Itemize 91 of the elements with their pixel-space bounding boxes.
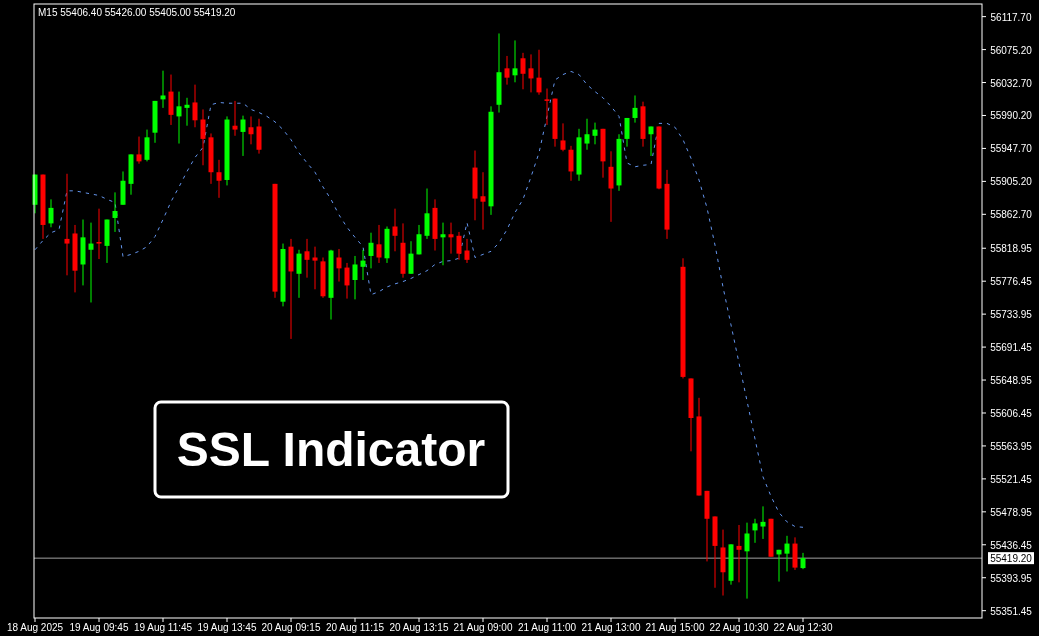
candlestick — [368, 232, 374, 269]
candlestick — [456, 231, 462, 261]
ref-line-label: 55419.20 — [990, 553, 1033, 565]
candlestick — [360, 249, 366, 281]
candlestick — [176, 91, 182, 145]
candlestick — [592, 122, 598, 145]
candlestick — [504, 55, 510, 86]
x-tick-label: 22 Aug 12:30 — [773, 622, 833, 633]
x-tick-label: 20 Aug 13:15 — [389, 622, 449, 633]
candlestick — [448, 222, 454, 255]
candlestick — [136, 136, 142, 165]
candlestick — [248, 115, 254, 145]
candlestick — [232, 100, 238, 137]
x-tick-label: 20 Aug 11:15 — [325, 622, 385, 633]
y-tick-label: 55776.45 — [990, 276, 1033, 288]
candlestick — [544, 88, 550, 126]
candlestick — [632, 94, 638, 124]
candlestick — [744, 522, 750, 600]
candlestick — [560, 122, 566, 152]
candlestick — [112, 191, 118, 233]
x-tick-label: 22 Aug 10:30 — [709, 622, 769, 633]
text: SSL Indicator — [176, 423, 486, 476]
x-tick-label: 18 Aug 2025 — [6, 622, 64, 633]
candlestick — [736, 524, 742, 583]
candlestick — [304, 238, 310, 279]
candlestick — [424, 188, 430, 240]
y-tick-label: 55351.45 — [990, 605, 1033, 617]
y-tick-label: 55393.95 — [990, 572, 1033, 584]
annotation: M15 55406.40 55426.00 55405.00 55419.20 — [38, 7, 236, 18]
y-tick-label: 55733.95 — [990, 309, 1033, 321]
candlestick — [48, 198, 54, 228]
candlestick — [96, 208, 102, 260]
candlestick — [296, 249, 302, 299]
y-tick-label: 55563.95 — [990, 440, 1033, 452]
candlestick — [440, 222, 446, 266]
candlestick — [752, 518, 758, 544]
y-tick-label: 56032.70 — [990, 77, 1033, 89]
candlestick — [536, 49, 542, 96]
x-tick-label: 21 Aug 09:00 — [453, 622, 513, 633]
x-tick-label: 19 Aug 11:45 — [133, 622, 193, 633]
candlestick — [464, 238, 470, 264]
candlestick — [256, 118, 262, 155]
y-tick-label: 55818.95 — [990, 243, 1033, 255]
y-tick-label: 55648.95 — [990, 375, 1033, 387]
y-tick-label: 55521.45 — [990, 473, 1033, 485]
candlestick — [216, 159, 222, 199]
candlestick — [160, 70, 166, 109]
y-tick-label: 56117.70 — [990, 11, 1032, 23]
candlestick — [408, 240, 414, 275]
candlestick — [784, 535, 790, 572]
y-tick-label: 55606.45 — [990, 407, 1033, 419]
candlestick — [336, 248, 342, 283]
y-tick-label: 55691.45 — [990, 342, 1033, 354]
candlestick — [760, 505, 766, 540]
candlestick — [184, 97, 190, 127]
candlestick — [584, 118, 590, 151]
x-tick-label: 21 Aug 15:00 — [645, 622, 705, 633]
y-tick-label: 56075.20 — [990, 44, 1033, 56]
candlestick — [528, 53, 534, 93]
x-tick-label: 21 Aug 13:00 — [581, 622, 641, 633]
candlestick — [352, 255, 358, 300]
x-tick-label: 21 Aug 11:00 — [517, 622, 577, 633]
y-tick-label: 55478.95 — [990, 506, 1033, 518]
candlestick — [88, 222, 94, 303]
y-tick-label: 55862.70 — [990, 209, 1033, 221]
candlestick — [64, 173, 70, 276]
candlestick — [480, 171, 486, 231]
candlestick — [416, 224, 422, 255]
candlestick — [344, 262, 350, 300]
y-tick-label: 55905.20 — [990, 176, 1033, 188]
candlestick — [376, 224, 382, 264]
y-tick-label: 55990.20 — [990, 110, 1033, 122]
candlestick — [568, 145, 574, 182]
candlestick — [648, 125, 654, 157]
line-series — [34, 70, 804, 528]
candlestick — [168, 74, 174, 126]
candlestick — [144, 129, 150, 162]
candlestick — [312, 246, 318, 290]
x-tick-label: 20 Aug 09:15 — [261, 622, 321, 633]
candlestick — [520, 52, 526, 90]
y-tick-label: 55947.70 — [990, 143, 1033, 155]
y-tick-label: 55436.45 — [990, 539, 1033, 551]
candlestick — [608, 150, 614, 223]
candlestick — [624, 117, 630, 148]
candlestick — [240, 115, 246, 157]
x-tick-label: 19 Aug 09:45 — [69, 622, 129, 633]
candlestick — [192, 84, 198, 128]
candlestick — [512, 39, 518, 83]
candlestick — [392, 208, 398, 252]
x-tick-label: 19 Aug 13:45 — [197, 622, 257, 633]
candlestick — [200, 108, 206, 166]
